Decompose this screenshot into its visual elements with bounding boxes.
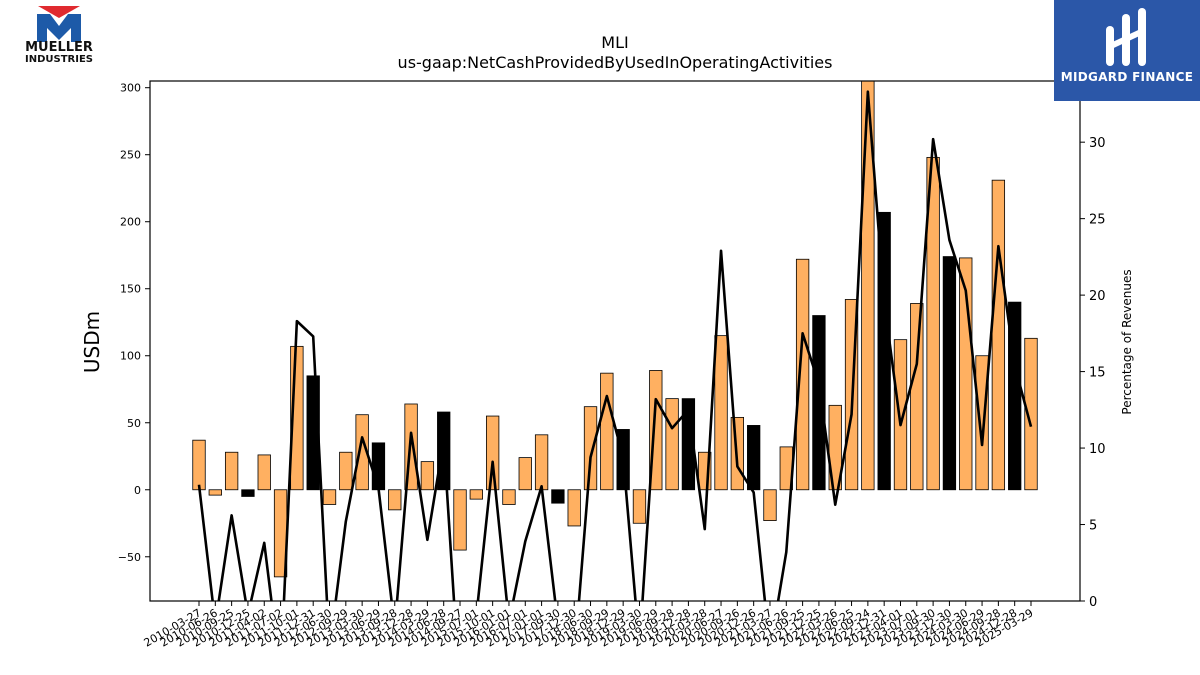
bar [763, 489, 777, 521]
y2-tick-label: 0 [1089, 595, 1097, 610]
chart-subtitle: us-gaap:NetCashProvidedByUsedInOperating… [398, 53, 833, 72]
y-axis-label: USDm [80, 311, 104, 373]
mueller-logo: MUELLER INDUSTRIES [18, 6, 100, 66]
bar [583, 406, 598, 491]
mueller-logo-line1: MUELLER [25, 40, 93, 55]
bar [420, 461, 435, 491]
y-tick-label: 150 [120, 283, 141, 296]
series-line [197, 90, 1033, 601]
y2-tick-label: 20 [1089, 289, 1106, 304]
y-tick-label: 50 [127, 417, 141, 430]
bar [861, 81, 875, 491]
bar [1024, 337, 1038, 491]
bar [322, 489, 337, 505]
y-tick-label: 200 [120, 216, 141, 229]
chart-title: MLI [601, 33, 628, 52]
bar [371, 442, 386, 491]
y2-tick-label: 25 [1089, 213, 1106, 228]
y-tick-label: 100 [120, 350, 141, 363]
midgard-logo: MIDGARD FINANCE [1054, 0, 1200, 101]
bar [208, 489, 222, 496]
mueller-logo-mark-icon [37, 6, 81, 42]
y2-tick-label: 5 [1089, 519, 1097, 534]
bar [355, 414, 369, 491]
bar [339, 451, 353, 491]
bar [534, 434, 549, 491]
mueller-logo-line2: INDUSTRIES [25, 54, 93, 65]
y2-axis-label: Percentage of Revenues [1120, 269, 1134, 414]
bar [453, 489, 467, 551]
bar [926, 156, 940, 491]
bar [485, 415, 500, 491]
bar [910, 303, 924, 491]
midgard-logo-text: MIDGARD FINANCE [1060, 70, 1194, 84]
bar [991, 179, 1006, 491]
bar [469, 489, 483, 500]
bar [257, 454, 271, 491]
y-tick-label: 250 [120, 149, 141, 162]
bar [567, 489, 581, 527]
y-tick-label: 0 [134, 484, 141, 497]
bar [241, 489, 255, 497]
bar [714, 335, 728, 491]
bar [665, 398, 679, 491]
bar [942, 256, 957, 491]
bar [388, 489, 402, 511]
y2-tick-label: 10 [1089, 442, 1106, 457]
bar [681, 398, 696, 491]
bar [812, 315, 826, 491]
bar [502, 489, 516, 505]
bar [893, 339, 908, 491]
bar [600, 372, 614, 491]
y2-tick-label: 15 [1089, 366, 1106, 381]
bar [551, 489, 565, 504]
midgard-logo-mark-icon [1106, 8, 1146, 66]
bar [828, 404, 842, 491]
y-tick-label: 300 [120, 82, 141, 95]
bar [192, 439, 206, 491]
y2-tick-label: 30 [1089, 136, 1106, 151]
bar [975, 355, 989, 491]
bar [224, 451, 239, 491]
bar [632, 489, 647, 524]
bar [518, 457, 532, 491]
bar [747, 425, 761, 491]
bar [795, 258, 810, 491]
plot-frame [149, 80, 1081, 602]
y-tick-label: −50 [118, 551, 141, 564]
